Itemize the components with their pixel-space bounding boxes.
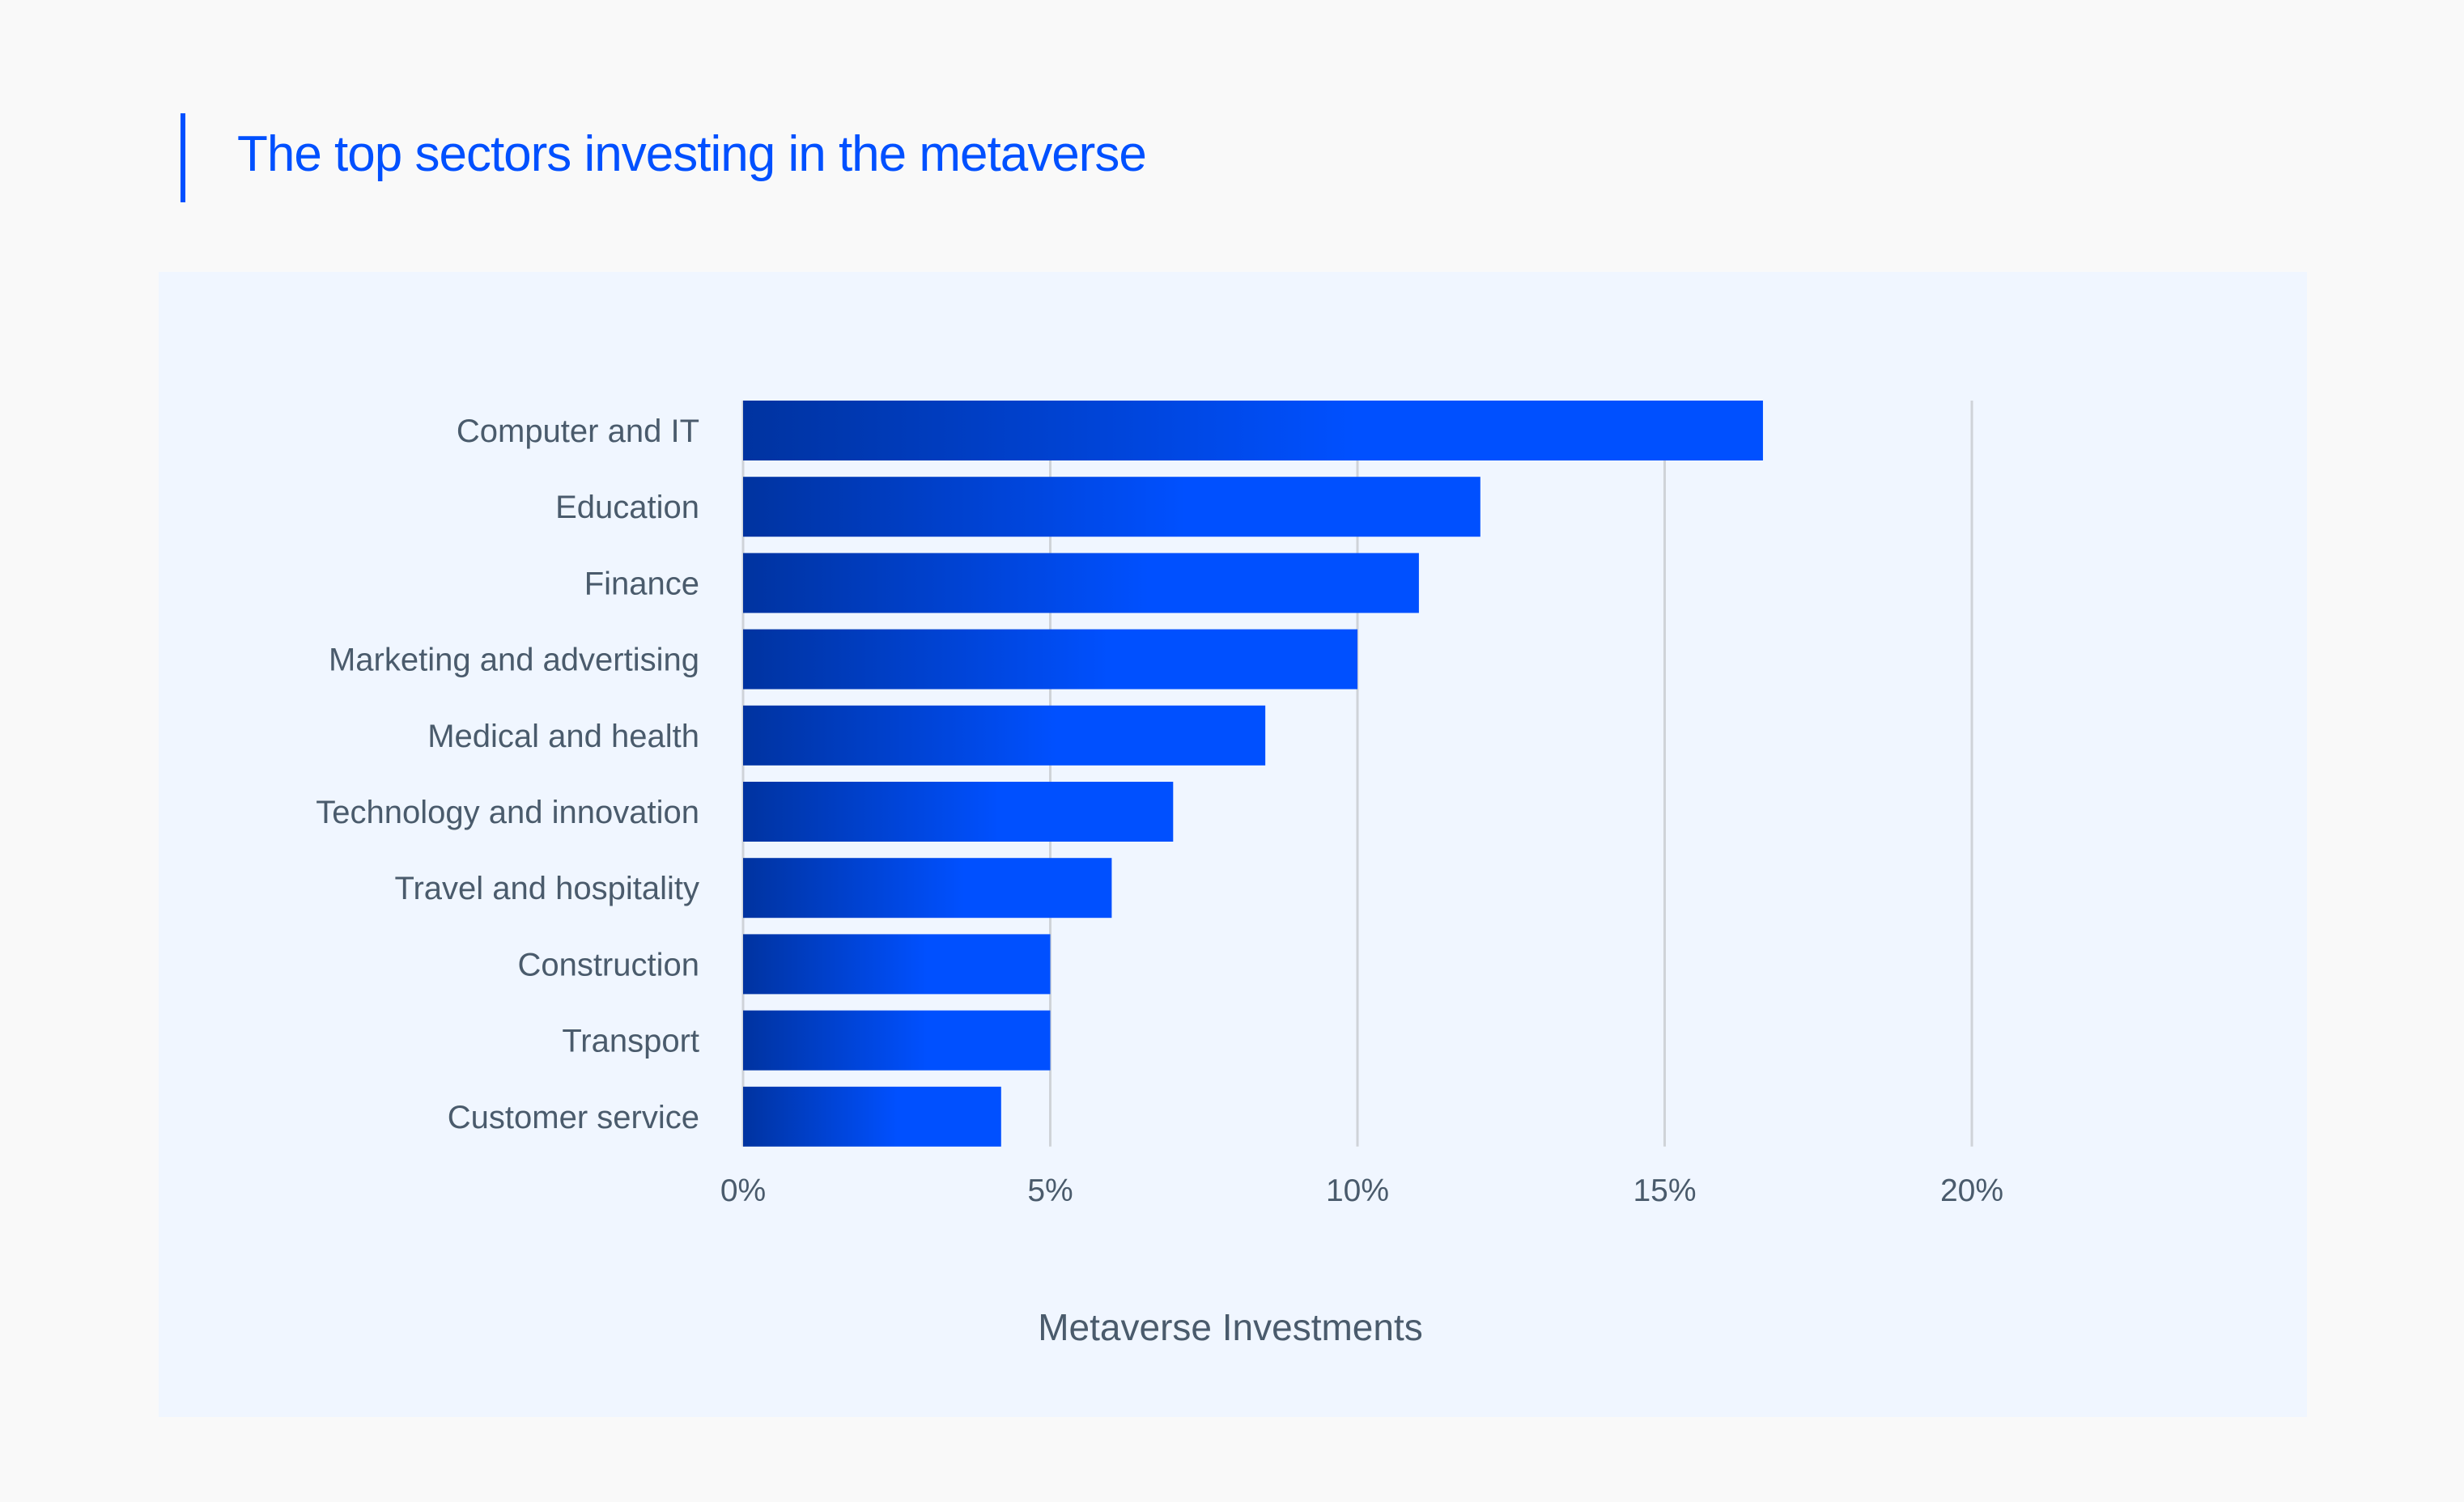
x-tick-label: 5% xyxy=(1027,1173,1073,1208)
x-tick-label: 20% xyxy=(1940,1173,2003,1208)
page-title: The top sectors investing in the metaver… xyxy=(237,126,1147,182)
category-label: Education xyxy=(555,490,699,525)
category-label: Technology and innovation xyxy=(316,795,699,830)
bar xyxy=(743,629,1357,689)
category-label: Medical and health xyxy=(427,719,699,754)
x-tick-label: 0% xyxy=(720,1173,766,1208)
bar xyxy=(743,782,1174,842)
bar xyxy=(743,553,1419,613)
bar xyxy=(743,1010,1051,1071)
x-axis-label: Metaverse Investments xyxy=(1038,1306,1423,1348)
bar xyxy=(743,858,1112,919)
category-label: Computer and IT xyxy=(457,414,699,449)
chart-panel xyxy=(159,272,2307,1417)
category-label: Customer service xyxy=(448,1100,699,1135)
bar xyxy=(743,401,1763,460)
category-label: Transport xyxy=(562,1024,699,1059)
category-label: Finance xyxy=(584,566,699,601)
category-label: Marketing and advertising xyxy=(329,643,699,678)
x-tick-label: 10% xyxy=(1326,1173,1389,1208)
title-accent-bar xyxy=(181,113,185,202)
bar xyxy=(743,1086,1001,1147)
bar xyxy=(743,705,1266,766)
category-label: Travel and hospitality xyxy=(395,871,699,906)
category-label: Construction xyxy=(517,947,699,982)
x-tick-label: 15% xyxy=(1633,1173,1696,1208)
bar xyxy=(743,477,1481,537)
bar xyxy=(743,934,1051,995)
